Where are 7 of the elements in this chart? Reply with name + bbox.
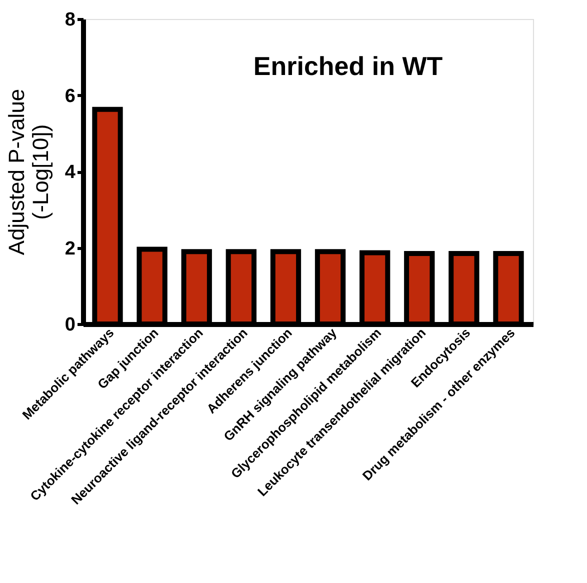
y-tick-label: 4 <box>64 162 76 183</box>
text: Enriched in WT <box>253 51 443 81</box>
y-tick-label: 2 <box>64 238 76 260</box>
y-tick-label: 8 <box>64 10 76 30</box>
y-axis-title: Adjusted P-value (-Log[10]) <box>4 88 53 256</box>
y-tick-label: 6 <box>64 86 76 107</box>
y-tick-label: 0 <box>64 314 76 336</box>
